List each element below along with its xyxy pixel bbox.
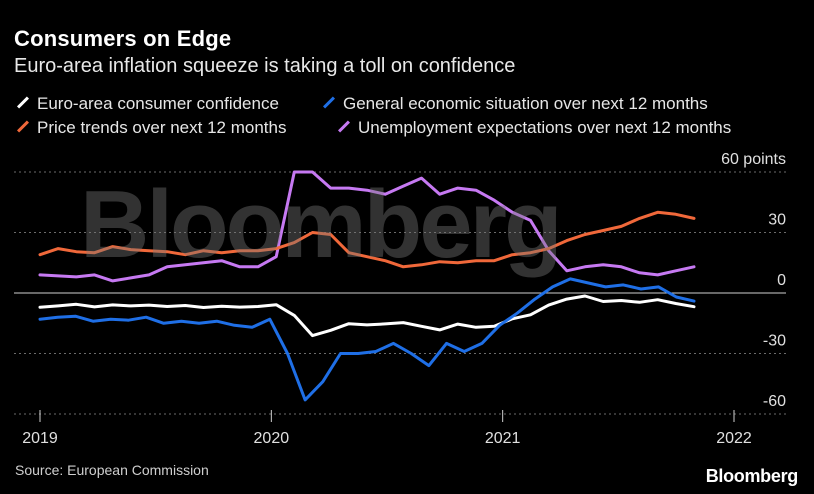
- y-tick-label-0: 60 points: [721, 151, 786, 168]
- source-note: Source: European Commission: [15, 462, 209, 478]
- legend-label-unemployment: Unemployment expectations over next 12 m…: [358, 118, 732, 137]
- x-tick-label-3: 2022: [716, 430, 752, 447]
- legend-item-unemployment: Unemployment expectations over next 12 m…: [337, 118, 731, 138]
- x-tick-label-2: 2021: [485, 430, 521, 447]
- series-line-confidence: [38, 294, 696, 338]
- x-tick-label-0: 2019: [22, 430, 58, 447]
- y-tick-label-2: 0: [777, 272, 786, 289]
- y-tick-label-3: -30: [763, 333, 786, 350]
- brand-logo: Bloomberg: [705, 466, 799, 486]
- legend-label-economic: General economic situation over next 12 …: [343, 94, 708, 113]
- y-tick-label-1: 30: [768, 212, 786, 229]
- x-tick-label-1: 2020: [254, 430, 290, 447]
- y-tick-label-4: -60: [763, 393, 786, 410]
- chart-subtitle: Euro-area inflation squeeze is taking a …: [14, 55, 516, 77]
- legend-item-price: Price trends over next 12 months: [16, 118, 286, 138]
- legend-label-price: Price trends over next 12 months: [37, 118, 287, 137]
- series-line-economic: [38, 277, 696, 402]
- chart-title: Consumers on Edge: [14, 26, 232, 51]
- series-line-unemployment: [38, 170, 696, 283]
- legend-item-economic: General economic situation over next 12 …: [322, 94, 708, 114]
- legend-label-confidence: Euro-area consumer confidence: [37, 94, 279, 113]
- series-line-price: [38, 210, 696, 269]
- legend-item-confidence: Euro-area consumer confidence: [16, 94, 279, 114]
